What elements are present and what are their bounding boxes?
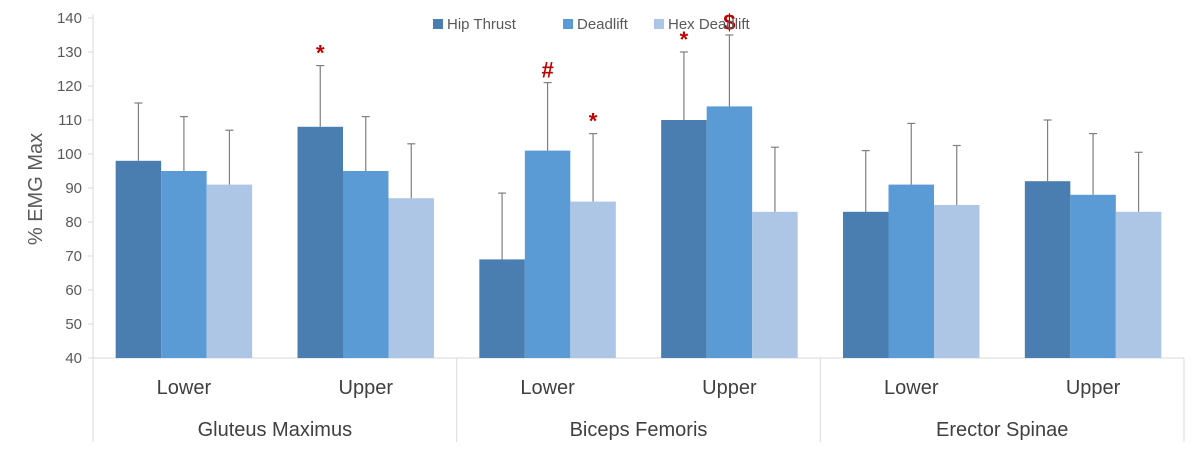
legend-label: Hex Deadlift — [668, 16, 751, 33]
y-tick-label: 130 — [57, 44, 82, 61]
bar — [752, 211, 798, 358]
y-tick-label: 70 — [65, 248, 82, 265]
bar — [206, 184, 253, 358]
group-label: Erector Spinae — [936, 419, 1068, 441]
category-label: Upper — [339, 377, 394, 399]
legend-swatch — [563, 19, 573, 29]
bar — [297, 126, 343, 358]
category-label: Upper — [1066, 377, 1121, 399]
y-tick-label: 120 — [57, 78, 82, 95]
category-label: Upper — [702, 377, 757, 399]
bar — [115, 160, 162, 358]
bar — [570, 201, 616, 358]
bar — [661, 120, 707, 358]
y-tick-label: 60 — [65, 282, 82, 299]
y-tick-label: 40 — [65, 350, 82, 367]
y-tick-label: 100 — [57, 146, 82, 163]
bar — [343, 171, 389, 358]
bar — [388, 198, 434, 358]
bar — [934, 205, 980, 358]
bars-layer — [115, 106, 1162, 359]
legend-swatch — [433, 19, 443, 29]
significance-marker: $ — [723, 10, 735, 35]
y-tick-label: 90 — [65, 180, 82, 197]
significance-markers: * # * * $ — [316, 10, 736, 134]
bar — [706, 106, 753, 359]
category-label: Lower — [884, 377, 939, 399]
group-label: Biceps Femoris — [570, 419, 708, 441]
legend-swatch — [654, 19, 664, 29]
significance-marker: * — [316, 41, 325, 66]
group-label: Gluteus Maximus — [198, 419, 353, 441]
bar — [888, 184, 934, 358]
bar — [843, 211, 889, 358]
bar — [161, 171, 207, 358]
axes: 40 50 60 70 80 90 100 110 120 130 140 Lower Upper Low… — [57, 10, 1185, 442]
legend-label: Hip Thrust — [447, 16, 517, 33]
significance-marker: * — [680, 27, 689, 52]
significance-marker: # — [541, 58, 553, 83]
category-label: Lower — [520, 377, 575, 399]
bar — [524, 150, 571, 358]
bar — [1115, 211, 1162, 358]
y-axis-label: % EMG Max — [25, 133, 47, 245]
legend-label: Deadlift — [577, 16, 629, 33]
y-tick-label: 80 — [65, 214, 82, 231]
error-bars-layer — [134, 34, 1143, 260]
y-tick-label: 110 — [58, 112, 82, 129]
bar — [479, 259, 525, 358]
significance-marker: * — [589, 109, 598, 134]
y-tick-label: 140 — [57, 10, 82, 27]
bar — [1070, 194, 1116, 358]
category-label: Lower — [157, 377, 212, 399]
bar — [1024, 181, 1071, 358]
legend: Hip Thrust Deadlift Hex Deadlift — [433, 16, 751, 33]
y-tick-label: 50 — [65, 316, 82, 333]
